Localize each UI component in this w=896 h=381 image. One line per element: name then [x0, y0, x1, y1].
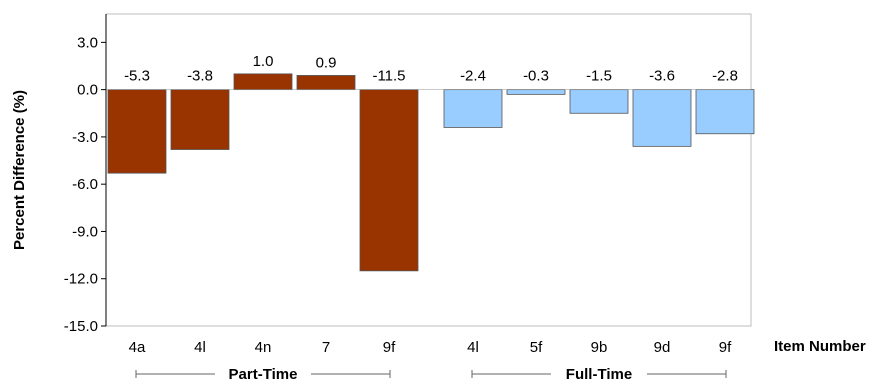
bar: [107, 89, 167, 174]
group-label: Part-Time: [229, 366, 298, 381]
data-label: -3.8: [187, 68, 213, 85]
y-axis-title: Percent Difference (%): [11, 90, 28, 250]
data-label: -2.8: [712, 68, 738, 85]
y-tick-label: -15.0: [64, 318, 98, 335]
x-tick-labels: 4a 4l 4n 7 9f 4l 5f 9b 9d 9f: [129, 339, 732, 356]
x-tick-label: 4a: [129, 339, 146, 356]
x-axis-title: Item Number: [774, 338, 866, 355]
y-axis: 3.0 0.0 -3.0 -6.0 -9.0 -12.0 -15.0: [64, 14, 107, 335]
y-tick-label: -6.0: [72, 176, 98, 193]
bar: [632, 89, 692, 147]
x-tick-label: 4l: [194, 339, 206, 356]
data-label: -11.5: [372, 68, 405, 85]
bar: [170, 89, 230, 150]
bar: [359, 89, 419, 272]
y-tick-label: 3.0: [77, 34, 98, 51]
data-label: -1.5: [586, 68, 612, 85]
x-tick-label: 4n: [255, 339, 272, 356]
y-tick-label: 0.0: [77, 82, 98, 99]
group-labels: Part-Time Full-Time: [135, 366, 727, 381]
bar: [506, 89, 566, 95]
data-label: 1.0: [253, 53, 274, 70]
data-label: -0.3: [523, 68, 549, 85]
bar: [695, 89, 755, 135]
y-tick-label: -9.0: [72, 223, 98, 240]
x-tick-label: 7: [322, 339, 330, 356]
bars: [106, 73, 755, 272]
plot-area: [105, 13, 752, 327]
x-tick-label: 4l: [467, 339, 479, 356]
data-label: -3.6: [649, 68, 675, 85]
x-tick-label: 5f: [530, 339, 543, 356]
data-label: -2.4: [460, 68, 486, 85]
bar: [296, 75, 356, 91]
bar: [233, 73, 293, 91]
x-tick-label: 9b: [591, 339, 608, 356]
y-tick-label: -3.0: [72, 129, 98, 146]
x-tick-label: 9f: [719, 339, 732, 356]
bar: [569, 89, 629, 114]
group-label: Full-Time: [566, 366, 632, 381]
data-label: 0.9: [316, 54, 337, 71]
y-tick-label: -12.0: [64, 271, 98, 288]
x-tick-label: 9f: [383, 339, 396, 356]
bar: [443, 89, 503, 128]
x-tick-label: 9d: [654, 339, 671, 356]
data-labels: -5.3 -3.8 1.0 0.9 -11.5 -2.4 -0.3 -1.5 -3.6 -2.8: [124, 53, 738, 85]
data-label: -5.3: [124, 68, 150, 85]
